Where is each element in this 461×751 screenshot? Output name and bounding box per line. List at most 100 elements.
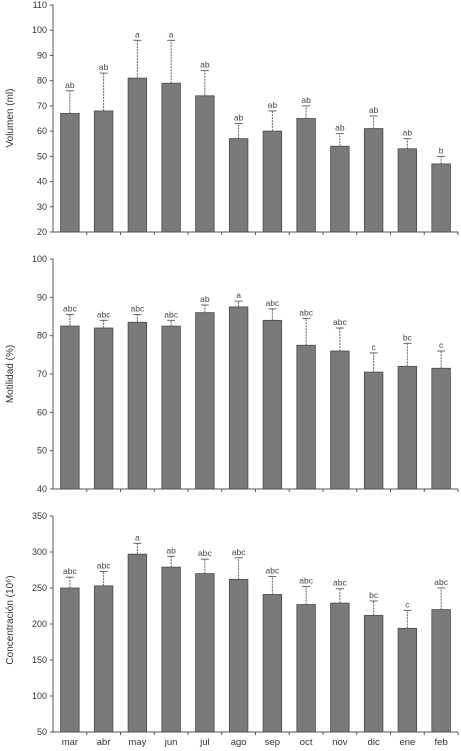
- significance-label: ab: [99, 62, 109, 72]
- significance-label: ab: [200, 60, 210, 70]
- y-tick-label: 100: [32, 254, 47, 264]
- bar: [296, 344, 316, 490]
- significance-label: abc: [266, 298, 280, 308]
- significance-label: abc: [299, 576, 313, 586]
- y-tick-label: 300: [32, 547, 47, 557]
- x-category-label: jul: [199, 737, 210, 748]
- y-tick-label: 50: [37, 446, 47, 456]
- bar: [93, 110, 114, 233]
- significance-label: abc: [434, 577, 448, 587]
- bar: [127, 77, 148, 233]
- significance-label: abc: [232, 547, 246, 557]
- y-axis-title: Volumen (ml): [5, 89, 16, 148]
- y-tick-label: 250: [32, 583, 47, 593]
- significance-label: a: [236, 290, 241, 300]
- bar: [296, 118, 316, 233]
- y-tick-label: 80: [37, 76, 47, 86]
- significance-label: abc: [164, 309, 178, 319]
- y-tick-label: 100: [32, 691, 47, 701]
- y-tick-label: 90: [37, 50, 47, 60]
- bar: [228, 578, 249, 733]
- x-category-label: may: [128, 737, 146, 748]
- significance-label: abc: [63, 566, 77, 576]
- significance-label: c: [372, 342, 377, 352]
- y-tick-label: 70: [37, 101, 47, 111]
- y-tick-label: 70: [37, 369, 47, 379]
- bar: [397, 627, 418, 733]
- bar: [363, 128, 384, 233]
- bar: [330, 350, 350, 490]
- x-category-label: sep: [265, 737, 280, 748]
- y-tick-label: 90: [37, 292, 47, 302]
- x-category-label: ene: [399, 737, 415, 748]
- significance-label: abc: [333, 317, 347, 327]
- x-category-label: mar: [62, 737, 78, 748]
- y-tick-label: 40: [37, 177, 47, 187]
- significance-label: ab: [403, 128, 413, 138]
- y-tick-label: 200: [32, 619, 47, 629]
- bar: [60, 113, 80, 233]
- bar: [228, 138, 249, 233]
- bar: [363, 614, 384, 733]
- significance-label: a: [135, 532, 140, 542]
- significance-label: abc: [266, 565, 280, 575]
- significance-label: abc: [97, 309, 111, 319]
- bar: [93, 585, 114, 733]
- significance-label: ab: [301, 95, 311, 105]
- significance-label: c: [439, 340, 444, 350]
- bar: [228, 306, 249, 490]
- significance-label: bc: [369, 590, 379, 600]
- bar: [161, 325, 181, 490]
- bar: [397, 148, 418, 233]
- significance-label: a: [135, 29, 140, 39]
- bar: [60, 587, 80, 733]
- significance-label: ab: [234, 113, 244, 123]
- y-tick-label: 110: [33, 0, 47, 10]
- bar: [262, 319, 283, 490]
- y-tick-label: 50: [37, 727, 47, 737]
- concentration-chart-panel: 50 100 150 200 250 300 350 Concentración (10⁶) a…: [5, 511, 459, 748]
- y-axis-title: Concentración (10⁶): [5, 575, 16, 664]
- y-tick-label: 50: [37, 151, 47, 161]
- y-tick-label: 40: [37, 484, 47, 494]
- significance-label: abc: [333, 578, 347, 588]
- significance-label: ab: [200, 294, 210, 304]
- bar: [431, 367, 451, 490]
- significance-label: b: [439, 145, 444, 155]
- bar: [296, 604, 316, 733]
- bar: [330, 602, 350, 733]
- y-tick-label: 100: [32, 25, 47, 35]
- y-tick-label: 30: [37, 202, 47, 212]
- significance-label: ab: [166, 545, 176, 555]
- bar: [127, 321, 148, 490]
- significance-label: ab: [335, 123, 345, 133]
- y-tick-label: 80: [37, 331, 47, 341]
- bar: [93, 327, 114, 490]
- significance-label: c: [405, 599, 410, 609]
- bar: [127, 553, 148, 733]
- y-tick-label: 20: [37, 227, 47, 237]
- x-category-label: oct: [300, 737, 313, 748]
- significance-label: abc: [131, 304, 145, 314]
- significance-label: abc: [198, 548, 212, 558]
- y-tick-label: 60: [37, 407, 47, 417]
- bar: [161, 566, 181, 733]
- bar: [397, 365, 418, 490]
- significance-label: abc: [63, 304, 77, 314]
- bar: [195, 573, 215, 733]
- x-category-label: abr: [97, 737, 111, 748]
- bar: [431, 163, 451, 233]
- significance-label: ab: [65, 80, 75, 90]
- bar: [431, 609, 451, 733]
- bar: [195, 95, 215, 233]
- x-category-label: jun: [164, 737, 178, 748]
- y-tick-label: 60: [37, 126, 47, 136]
- significance-label: bc: [403, 332, 413, 342]
- bar: [60, 325, 80, 490]
- significance-label: a: [169, 29, 174, 39]
- significance-label: abc: [97, 560, 111, 570]
- x-category-label: dic: [368, 737, 380, 748]
